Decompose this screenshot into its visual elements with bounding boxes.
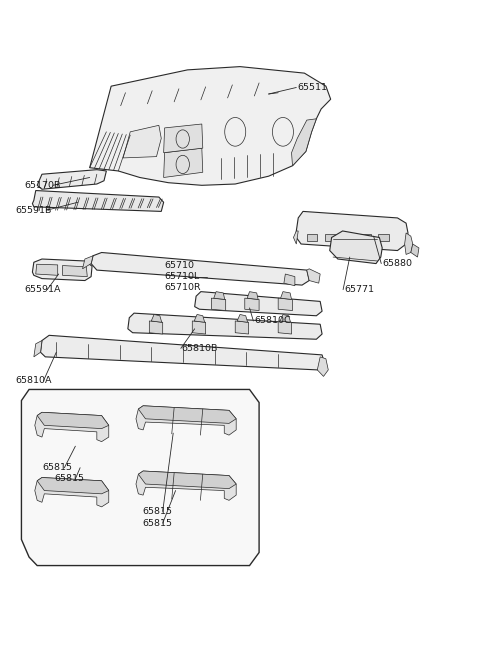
- Polygon shape: [378, 234, 389, 242]
- Polygon shape: [149, 321, 163, 334]
- Polygon shape: [330, 231, 382, 263]
- Polygon shape: [284, 274, 295, 286]
- Polygon shape: [128, 313, 322, 339]
- Text: 65591B: 65591B: [16, 206, 52, 215]
- Text: 65771: 65771: [344, 285, 374, 294]
- Polygon shape: [211, 298, 226, 310]
- Text: 65815: 65815: [54, 474, 84, 483]
- Polygon shape: [405, 233, 413, 254]
- Polygon shape: [237, 314, 248, 322]
- Text: 65810B: 65810B: [182, 344, 218, 353]
- Polygon shape: [293, 231, 298, 244]
- Text: 65815: 65815: [142, 519, 172, 528]
- Polygon shape: [91, 252, 309, 285]
- Polygon shape: [35, 412, 109, 441]
- Text: 65511: 65511: [297, 83, 327, 92]
- Polygon shape: [123, 125, 161, 158]
- Text: 65810A: 65810A: [16, 377, 52, 386]
- Polygon shape: [34, 341, 42, 357]
- Polygon shape: [37, 412, 109, 428]
- Polygon shape: [278, 321, 291, 334]
- Polygon shape: [194, 314, 204, 322]
- Polygon shape: [164, 148, 203, 178]
- Polygon shape: [40, 335, 325, 370]
- Polygon shape: [214, 291, 225, 299]
- Polygon shape: [62, 265, 87, 276]
- Text: 65815: 65815: [42, 463, 72, 472]
- Polygon shape: [235, 321, 249, 334]
- Text: 65710: 65710: [165, 261, 194, 270]
- Polygon shape: [411, 244, 419, 257]
- Polygon shape: [360, 234, 371, 242]
- Polygon shape: [151, 314, 162, 322]
- Polygon shape: [138, 405, 236, 423]
- Polygon shape: [136, 405, 236, 435]
- Polygon shape: [37, 477, 109, 494]
- Polygon shape: [33, 191, 164, 212]
- Polygon shape: [90, 67, 331, 185]
- Polygon shape: [22, 390, 259, 565]
- Polygon shape: [138, 471, 236, 489]
- Polygon shape: [343, 234, 353, 242]
- Text: 65810C: 65810C: [254, 316, 291, 326]
- Polygon shape: [192, 321, 205, 334]
- Text: 65591A: 65591A: [24, 285, 61, 294]
- Polygon shape: [307, 269, 320, 283]
- Text: 65710R: 65710R: [165, 283, 201, 292]
- Polygon shape: [195, 291, 322, 316]
- Polygon shape: [83, 255, 93, 269]
- Polygon shape: [278, 298, 292, 310]
- Polygon shape: [164, 124, 203, 153]
- Polygon shape: [291, 119, 316, 166]
- Polygon shape: [245, 298, 259, 310]
- Polygon shape: [324, 234, 335, 242]
- Polygon shape: [136, 471, 236, 500]
- Polygon shape: [33, 259, 92, 280]
- Polygon shape: [36, 264, 58, 275]
- Polygon shape: [247, 291, 258, 299]
- Polygon shape: [317, 357, 328, 377]
- Polygon shape: [280, 314, 290, 322]
- Text: 65170B: 65170B: [24, 181, 60, 190]
- Text: 65710L: 65710L: [165, 272, 200, 281]
- Polygon shape: [281, 291, 291, 299]
- Text: 65880: 65880: [382, 259, 412, 268]
- Polygon shape: [296, 212, 408, 251]
- Polygon shape: [35, 477, 109, 507]
- Polygon shape: [307, 234, 317, 242]
- Text: 65815: 65815: [142, 507, 172, 516]
- Polygon shape: [37, 170, 107, 189]
